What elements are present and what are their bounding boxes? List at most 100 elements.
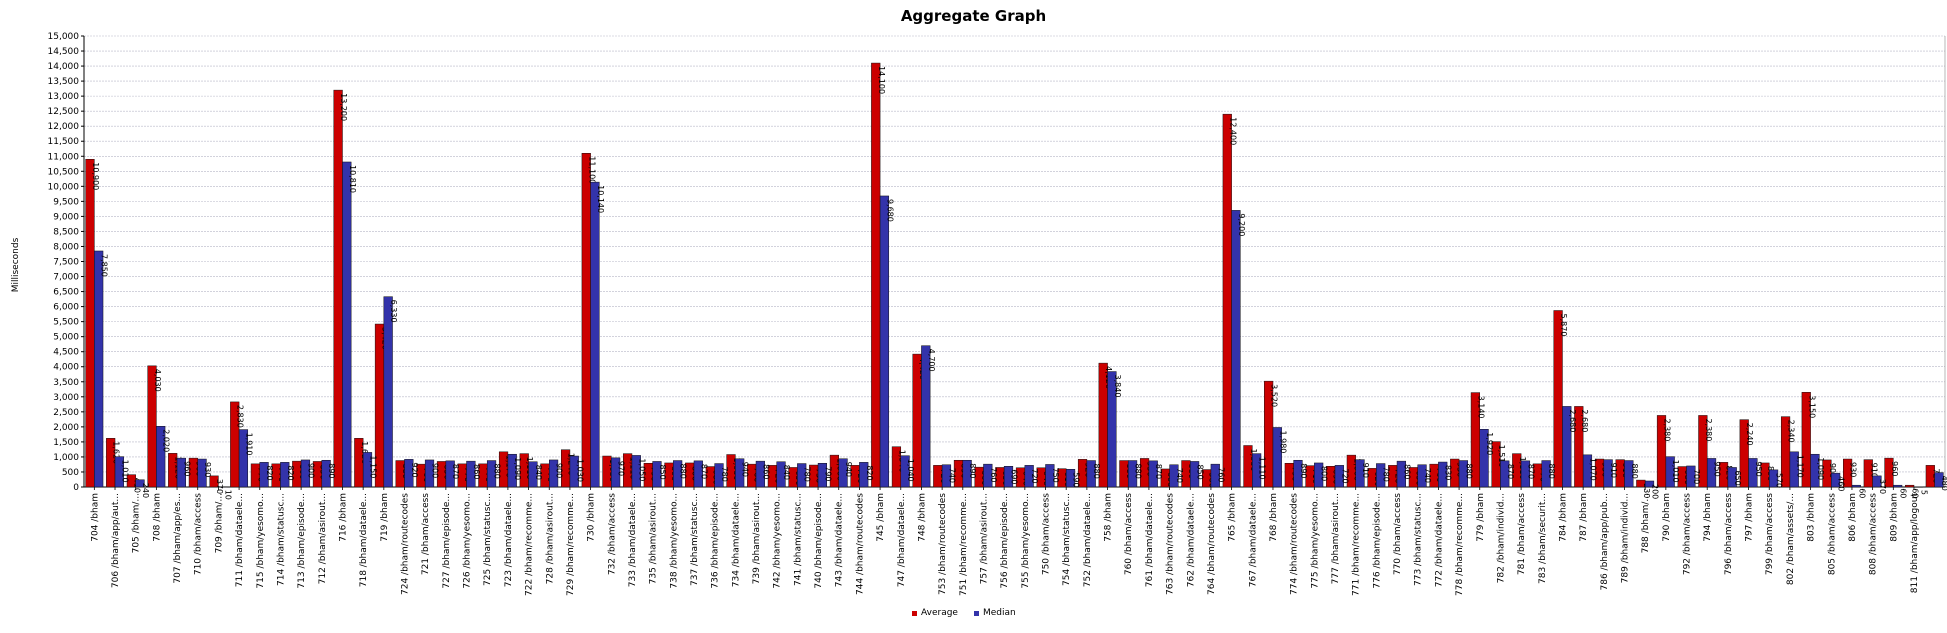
bar-value-label: 840 [534, 465, 543, 480]
x-tick-label: 750 /bham/access [1042, 493, 1052, 575]
x-tick-label: 738 /bham/yesomo... [669, 493, 679, 589]
bar-value-label: 850 [658, 464, 667, 479]
y-tick-label: 4,500 [53, 348, 79, 358]
bar-value-label: 880 [1092, 464, 1101, 479]
bar-median [1479, 429, 1489, 488]
bar-value-label: 3,520 [1270, 384, 1279, 407]
bar-value-label: 200 [1651, 484, 1660, 499]
bar-value-label: 11,100 [587, 156, 596, 184]
bar-average [1553, 310, 1563, 488]
y-tick-label: 1,000 [53, 453, 79, 463]
bar-value-label: 7,850 [100, 254, 109, 277]
bar-median [1934, 472, 1944, 488]
x-tick-label: 806 /bham [1848, 493, 1858, 542]
bar-median [1458, 460, 1469, 488]
bar-median [1748, 458, 1758, 488]
bar-value-label: 1,090 [513, 457, 522, 480]
bar-value-label: 740 [1175, 468, 1184, 483]
y-tick-label: 500 [62, 468, 79, 478]
bar-value-label: 930 [1849, 462, 1858, 477]
x-tick-label: 811 /bham/app/logout [1910, 493, 1920, 594]
x-tick-label: 772 /bham/dataele... [1434, 493, 1444, 587]
bar-value-label: 880 [1630, 464, 1639, 479]
bar-median [1644, 480, 1655, 488]
bar-median [817, 462, 827, 488]
bar-value-label: 2,830 [236, 405, 245, 428]
bar-median [631, 455, 641, 488]
bar-median [673, 460, 683, 488]
bar-median [859, 462, 869, 488]
x-tick-label: 742 /bham/yesomo... [773, 493, 783, 589]
x-tick-label: 779 /bham [1476, 493, 1486, 542]
bar-value-label: 14,100 [877, 66, 886, 94]
y-tick-label: 2,000 [53, 423, 79, 433]
bar-median [300, 459, 311, 488]
bar-median [1768, 469, 1779, 488]
bar-value-label: 5,870 [1559, 314, 1568, 337]
bar-value-label: 930 [203, 462, 212, 477]
bar-median [1190, 461, 1200, 488]
bar-value-label: 2,680 [1580, 409, 1589, 432]
x-tick-label: 721 /bham/access [421, 493, 431, 575]
y-tick-label: 3,000 [53, 393, 79, 403]
y-tick-label: 5,500 [53, 318, 79, 328]
bar-median [280, 462, 290, 488]
y-tick-label: 13,500 [48, 77, 80, 87]
bar-value-label: 3,150 [1807, 395, 1816, 418]
bar-value-label: 780 [1382, 467, 1391, 482]
y-tick-label: 4,000 [53, 363, 79, 373]
bar-value-label: 2,240 [1745, 423, 1754, 446]
bar-value-label: 1,620 [112, 441, 121, 464]
x-tick-label: 758 /bham [1104, 493, 1114, 542]
bar-value-label: 920 [410, 462, 419, 477]
bar-median [424, 459, 435, 488]
bar-value-label: 900 [1828, 463, 1837, 478]
x-tick-label: 765 /bham [1228, 493, 1238, 542]
x-tick-label: 794 /bham [1703, 493, 1713, 542]
bar-median [1665, 456, 1675, 488]
y-tick-label: 7,500 [53, 258, 79, 268]
bar-median [1065, 469, 1076, 488]
legend-label-median: Median [982, 608, 1016, 618]
bar-value-label: 910 [1609, 463, 1618, 478]
legend-label-average: Average [921, 608, 958, 618]
x-tick-label: 754 /bham/statusc... [1062, 493, 1072, 586]
bar-median [1520, 460, 1531, 488]
bar-value-label: 760 [1216, 467, 1225, 482]
bar-median [1913, 486, 1923, 488]
axes: 0 500 1,000 1,500 2,000 2,500 3,000 3,500 4,000 4… [48, 32, 1946, 493]
x-tick-label: 784 /bham [1558, 493, 1568, 542]
y-tick-label: 6,000 [53, 303, 79, 313]
bar-average [1905, 484, 1915, 488]
bar-average [1801, 392, 1811, 488]
legend-swatch-average [912, 610, 917, 616]
x-tick-label: 739 /bham/asirout... [752, 493, 762, 584]
bar-value-label: 740 [947, 468, 956, 483]
bar-median [714, 463, 724, 488]
bar-value-label: 1,090 [1816, 457, 1825, 480]
x-tick-label: 783 /bham/securit... [1538, 493, 1548, 584]
bar-median [1314, 462, 1324, 488]
chart-title: Aggregate Graph [900, 7, 1047, 25]
x-tick-label: 722 /bham/recomme... [525, 493, 535, 596]
bar-median [114, 456, 124, 488]
x-tick-label: 790 /bham [1662, 493, 1672, 542]
bar-value-label: 870 [699, 464, 708, 479]
bar-value-label: 900 [431, 463, 440, 478]
bar-value-label: 880 [493, 464, 502, 479]
bar-value-label: 570 [1775, 473, 1784, 488]
bar-median [962, 459, 972, 488]
x-tick-label: 805 /bham/access [1827, 493, 1837, 575]
bar-value-label: 870 [1154, 464, 1163, 479]
bar-median [1272, 427, 1282, 488]
bar-average [581, 153, 591, 488]
bar-value-label: 1,010 [1671, 460, 1680, 483]
bar-value-label: 880 [1547, 464, 1556, 479]
x-tick-label: 789 /bham/individ... [1620, 493, 1630, 583]
y-tick-label: 12,000 [48, 122, 80, 132]
bar-median [1396, 460, 1406, 488]
y-tick-label: 10,500 [48, 167, 80, 177]
x-tick-label: 740 /bham/episode... [814, 493, 824, 589]
bar-median [445, 460, 455, 488]
bar-value-label: 1,910 [244, 433, 253, 456]
